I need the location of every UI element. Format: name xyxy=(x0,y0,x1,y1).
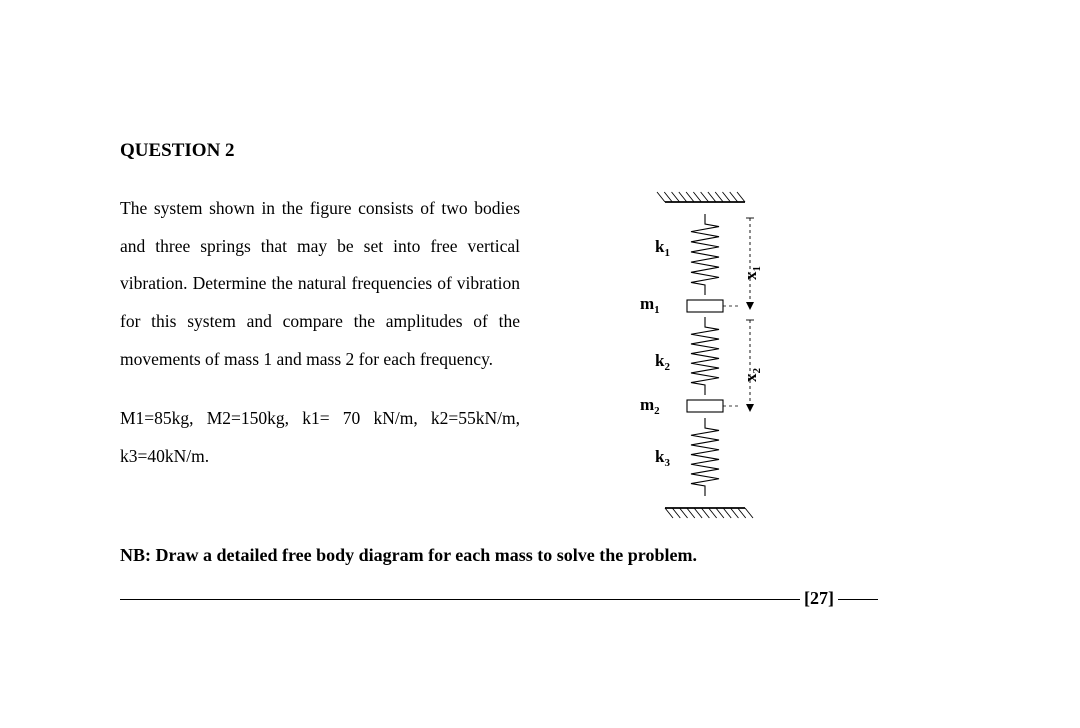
svg-text:k3: k3 xyxy=(655,447,670,469)
svg-text:k2: k2 xyxy=(655,351,670,373)
paragraph-2: M1=85kg, M2=150kg, k1= 70 kN/m, k2=55kN/… xyxy=(120,400,520,475)
page: QUESTION 2 The system shown in the figur… xyxy=(0,0,1080,645)
question-title: QUESTION 2 xyxy=(120,140,960,162)
marks-label: [27] xyxy=(800,588,838,609)
content-row: The system shown in the figure consists … xyxy=(120,190,960,520)
svg-text:x1: x1 xyxy=(741,266,763,280)
system-diagram: k1 k2 k3 m1 m2 x1 x2 xyxy=(570,190,960,520)
svg-text:x2: x2 xyxy=(741,368,763,383)
svg-text:m2: m2 xyxy=(640,395,660,417)
text-column: The system shown in the figure consists … xyxy=(120,190,520,497)
rule-left xyxy=(120,599,800,600)
paragraph-1: The system shown in the figure consists … xyxy=(120,190,520,378)
svg-text:k1: k1 xyxy=(655,237,670,259)
nb-note: NB: Draw a detailed free body diagram fo… xyxy=(120,545,960,566)
rule-right xyxy=(838,599,878,600)
svg-text:m1: m1 xyxy=(640,294,660,316)
marks-row: [27] xyxy=(120,584,960,605)
